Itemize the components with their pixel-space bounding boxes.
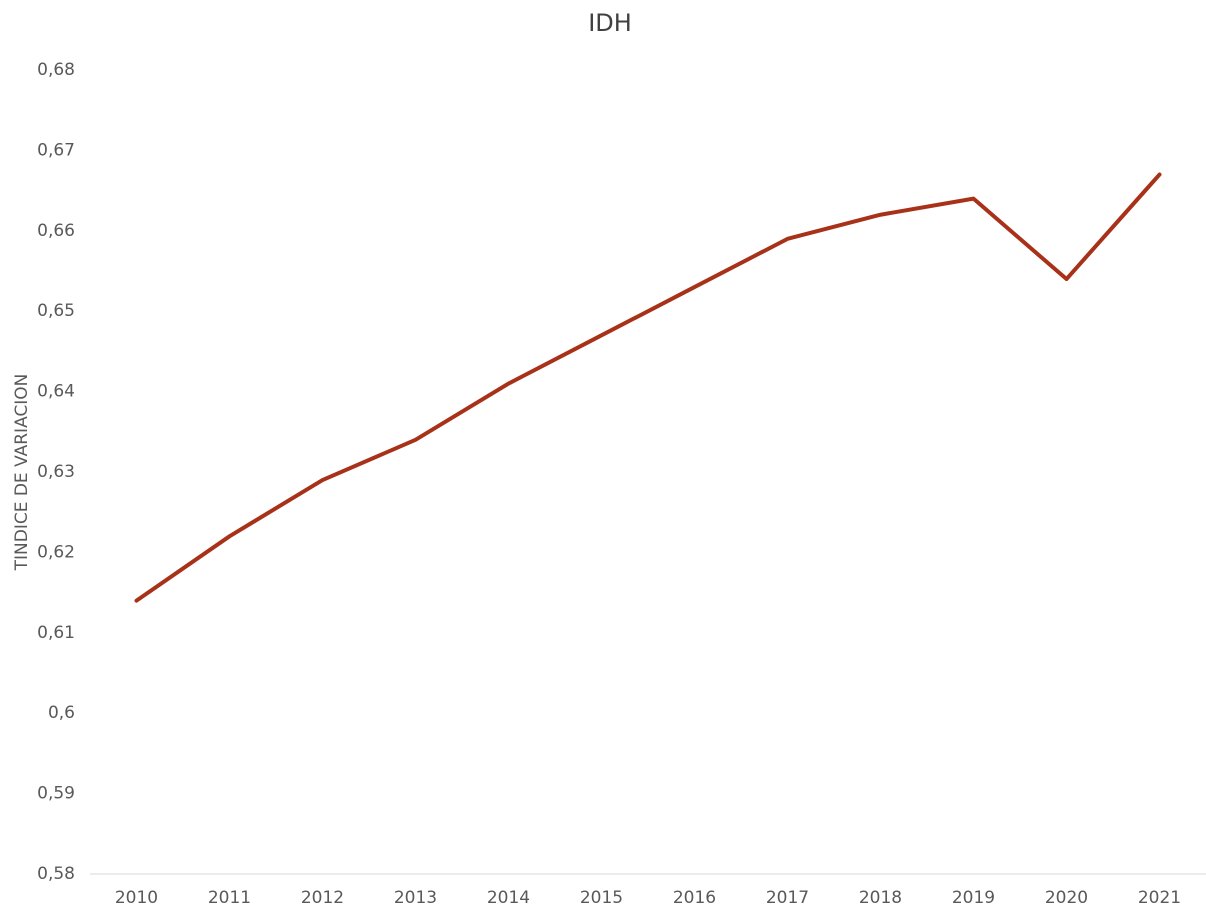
y-tick-label: 0,6 [48,703,75,723]
x-tick-label: 2013 [394,888,437,908]
y-tick-label: 0,59 [37,784,75,804]
chart-title: IDH [588,9,632,37]
x-tick-label: 2021 [1138,888,1181,908]
x-tick-label: 2010 [115,888,158,908]
line-series [134,172,1162,603]
x-tick-label: 2019 [952,888,995,908]
x-tick-label: 2017 [766,888,809,908]
x-tick-label: 2016 [673,888,716,908]
x-tick-label: 2014 [487,888,530,908]
y-tick-label: 0,58 [37,864,75,884]
y-tick-label: 0,65 [37,301,75,321]
x-tick-label: 2015 [580,888,623,908]
y-tick-label: 0,63 [37,462,75,482]
y-tick-label: 0,61 [37,623,75,643]
y-tick-label: 0,66 [37,221,75,241]
y-tick-label: 0,62 [37,542,75,562]
x-tick-label: 2012 [301,888,344,908]
y-tick-label: 0,68 [37,60,75,80]
y-tick-label: 0,67 [37,140,75,160]
y-axis-label: TINDICE DE VARIACION [12,374,32,572]
x-tick-label: 2018 [859,888,902,908]
x-tick-label: 2011 [208,888,251,908]
y-tick-label: 0,64 [37,382,75,402]
x-tick-label: 2020 [1045,888,1088,908]
